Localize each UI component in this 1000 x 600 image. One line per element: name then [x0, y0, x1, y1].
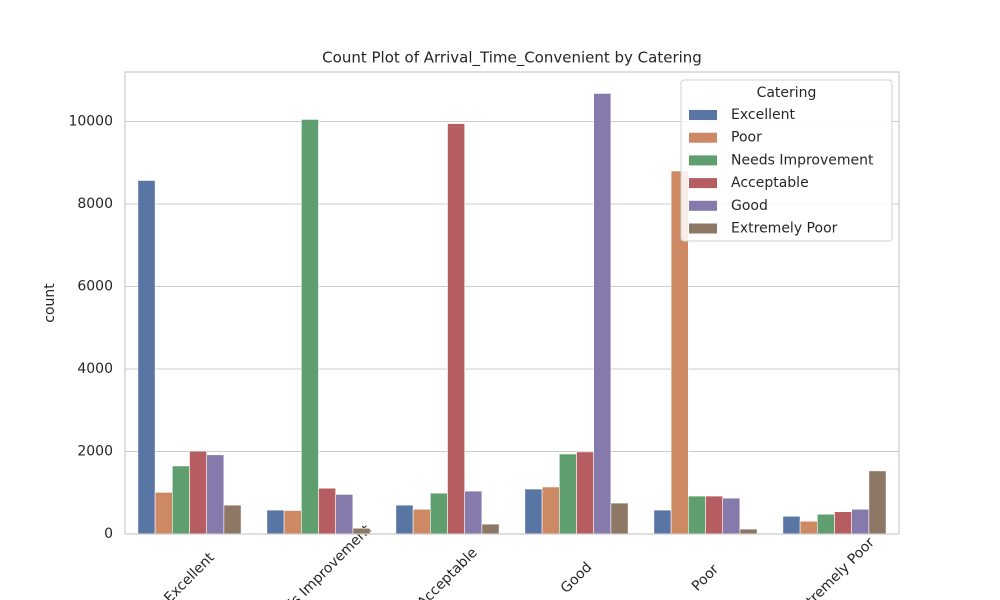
- bar: [687, 495, 706, 535]
- legend-swatch: [689, 223, 717, 234]
- legend-swatch: [689, 110, 717, 120]
- legend-title: Catering: [757, 85, 817, 101]
- bar: [283, 510, 302, 535]
- bar: [653, 509, 672, 535]
- bar: [266, 509, 285, 535]
- legend-swatch: [689, 200, 717, 211]
- legend-label: Extremely Poor: [731, 221, 838, 237]
- y-tick-label: 6000: [77, 279, 113, 295]
- plot-frame: [124, 71, 900, 535]
- legend: Catering Excellent Poor Needs Improvement Ac…: [680, 79, 893, 242]
- bar: [851, 508, 870, 535]
- x-tick-label: Good: [558, 559, 595, 596]
- bar: [464, 490, 483, 535]
- bar: [541, 486, 560, 535]
- legend-box: [680, 79, 893, 242]
- x-tick-label: Acceptable: [414, 545, 480, 600]
- legend-swatch: [689, 178, 717, 189]
- y-axis-label: count: [42, 283, 58, 323]
- bar: [172, 465, 190, 535]
- bar: [868, 470, 887, 535]
- legend-label: Acceptable: [731, 175, 809, 191]
- y-tick-label: 10000: [68, 114, 113, 130]
- bar: [739, 528, 758, 535]
- bar: [705, 495, 724, 535]
- bar: [447, 123, 466, 535]
- x-tick-label: Poor: [689, 561, 722, 594]
- x-tick-label: Excellent: [161, 549, 218, 600]
- bar: [576, 451, 595, 535]
- bar: [782, 515, 801, 535]
- bar: [610, 502, 629, 535]
- bar: [206, 454, 225, 535]
- chart-title: Count Plot of Arrival_Time_Convenient by…: [322, 49, 702, 68]
- bar: [352, 527, 371, 535]
- x-tick-label: Extremely Poor: [791, 535, 878, 600]
- y-tick-label: 8000: [77, 196, 113, 212]
- y-tick-label: 0: [104, 526, 113, 542]
- bar: [223, 504, 242, 535]
- legend-label: Poor: [731, 130, 762, 146]
- bar: [335, 494, 354, 535]
- legend-label: Good: [731, 198, 768, 214]
- legend-label: Excellent: [731, 107, 795, 123]
- legend-swatch: [689, 155, 717, 166]
- bar: [834, 511, 853, 535]
- bar: [429, 492, 448, 535]
- bar: [722, 497, 741, 535]
- bar: [481, 523, 500, 535]
- bar: [300, 119, 319, 535]
- bar: [558, 453, 577, 535]
- bar: [395, 504, 414, 535]
- bar: [137, 180, 156, 535]
- legend-swatch: [689, 132, 717, 143]
- bar: [154, 492, 173, 535]
- bar: [799, 520, 818, 535]
- y-tick-label: 2000: [77, 444, 113, 460]
- bar: [816, 513, 835, 535]
- bar: [524, 488, 543, 535]
- bar: [318, 487, 337, 535]
- y-tick-label: 4000: [77, 361, 113, 377]
- legend-label: Needs Improvement: [731, 152, 874, 168]
- bar: [189, 450, 208, 535]
- bar: [412, 508, 431, 535]
- bar: [593, 93, 612, 535]
